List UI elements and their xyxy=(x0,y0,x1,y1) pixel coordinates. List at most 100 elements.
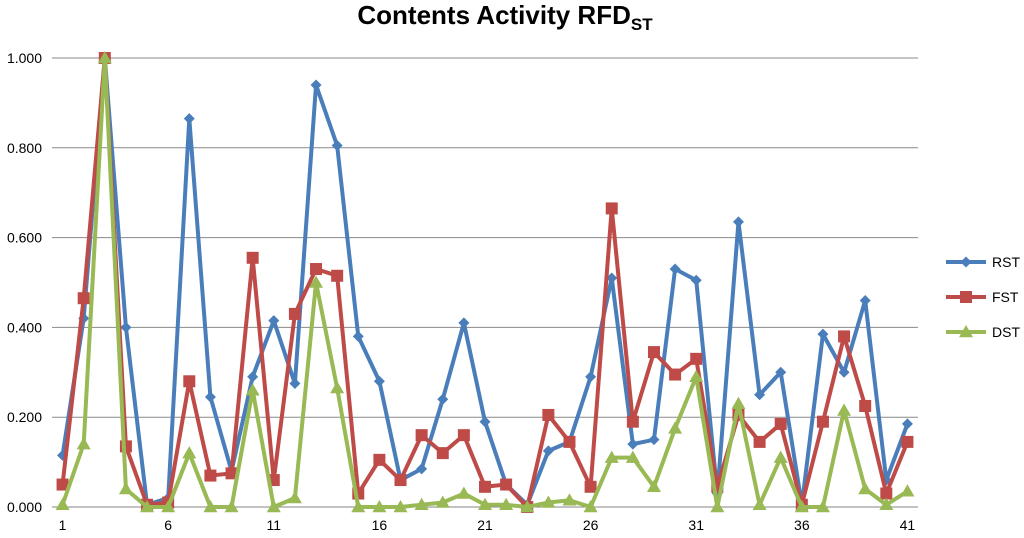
y-tick-label: 1.000 xyxy=(7,50,42,66)
data-point-fst xyxy=(753,435,766,448)
legend-item-fst: FST xyxy=(946,289,1019,305)
y-tick-label: 0.600 xyxy=(7,230,42,246)
data-point-dst xyxy=(541,495,556,508)
data-point-rst xyxy=(183,113,195,125)
data-point-rst xyxy=(247,371,259,383)
x-tick-label: 21 xyxy=(477,517,493,533)
x-tick-label: 36 xyxy=(794,517,810,533)
data-point-dst xyxy=(456,486,471,499)
x-tick-label: 11 xyxy=(267,517,282,533)
data-point-rst xyxy=(310,79,322,91)
data-point-dst xyxy=(224,500,239,513)
data-point-fst xyxy=(669,368,682,381)
legend-item-dst: DST xyxy=(946,324,1020,340)
chart-title-subscript: ST xyxy=(631,15,653,34)
data-point-dst xyxy=(668,421,683,434)
data-point-dst xyxy=(604,450,619,463)
data-point-rst xyxy=(817,328,829,340)
data-point-rst xyxy=(204,391,216,403)
data-point-fst xyxy=(859,399,872,412)
data-point-fst xyxy=(415,429,428,442)
chart-title: Contents Activity RFDST xyxy=(357,0,653,34)
data-point-rst xyxy=(585,371,597,383)
legend-label: FST xyxy=(992,289,1019,305)
chart-title-main: Contents Activity RFD xyxy=(357,0,631,30)
data-point-dst xyxy=(414,497,429,511)
legend-marker xyxy=(960,256,972,268)
data-point-rst xyxy=(437,393,449,405)
data-point-fst xyxy=(563,435,576,448)
data-point-rst xyxy=(268,315,280,327)
data-point-dst xyxy=(815,500,830,513)
data-point-fst xyxy=(816,415,829,428)
x-tick-label: 6 xyxy=(164,517,172,533)
data-point-dst xyxy=(245,383,260,396)
data-point-dst xyxy=(118,482,133,495)
data-point-fst xyxy=(331,269,344,282)
data-point-rst xyxy=(732,216,744,228)
data-point-dst xyxy=(731,396,746,409)
data-point-dst xyxy=(76,437,91,450)
data-point-rst xyxy=(859,294,871,306)
data-point-dst xyxy=(435,495,450,508)
x-tick-label: 31 xyxy=(688,517,704,533)
x-axis-ticks: 1 6 11 16 21 26 31 36 41 xyxy=(59,517,916,533)
data-point-fst xyxy=(584,480,597,493)
legend-item-rst: RST xyxy=(946,254,1020,270)
data-point-fst xyxy=(310,263,323,276)
data-point-dst xyxy=(351,500,366,513)
series-group xyxy=(55,51,915,513)
data-point-fst xyxy=(838,330,851,343)
legend-marker xyxy=(959,325,973,338)
data-point-fst xyxy=(901,435,914,448)
series-line-rst xyxy=(60,56,910,507)
data-point-rst xyxy=(352,330,364,342)
data-point-fst xyxy=(690,352,703,365)
data-point-dst xyxy=(266,500,281,513)
y-tick-label: 0.400 xyxy=(7,319,42,335)
data-point-dst xyxy=(689,369,704,383)
data-point-dst xyxy=(55,497,70,511)
y-tick-label: 0.800 xyxy=(7,140,42,156)
data-point-dst xyxy=(858,482,873,495)
data-point-rst xyxy=(542,445,554,457)
data-point-fst xyxy=(626,415,639,428)
data-point-fst xyxy=(77,292,90,305)
data-point-dst xyxy=(710,500,725,513)
data-point-rst xyxy=(627,438,639,450)
data-point-fst xyxy=(373,453,386,466)
data-point-dst xyxy=(583,500,598,513)
data-point-fst xyxy=(436,447,449,460)
data-point-dst xyxy=(478,497,492,511)
data-point-dst xyxy=(879,497,894,511)
legend-label: RST xyxy=(992,254,1020,270)
data-point-fst xyxy=(605,202,618,215)
series-dst xyxy=(55,51,915,513)
data-point-fst xyxy=(880,487,893,500)
data-point-rst xyxy=(120,321,132,333)
data-point-rst xyxy=(479,416,491,428)
series-fst xyxy=(56,52,914,513)
y-axis-ticks: 0.000 0.200 0.400 0.600 0.800 1.000 xyxy=(7,50,42,515)
data-point-dst xyxy=(97,51,112,64)
y-tick-label: 0.200 xyxy=(7,409,42,425)
data-point-dst xyxy=(499,497,514,511)
data-point-fst xyxy=(457,429,470,442)
data-point-rst xyxy=(754,389,766,401)
data-point-rst xyxy=(838,366,850,378)
data-point-fst xyxy=(542,408,555,421)
data-point-fst xyxy=(647,346,660,359)
data-point-fst xyxy=(500,478,513,491)
data-point-dst xyxy=(773,450,788,463)
data-point-fst xyxy=(479,480,491,493)
data-point-dst xyxy=(625,450,640,463)
data-point-dst xyxy=(393,500,408,513)
data-point-rst xyxy=(648,434,660,446)
data-point-dst xyxy=(182,446,197,459)
legend-label: DST xyxy=(992,324,1020,340)
x-tick-label: 26 xyxy=(583,517,599,533)
legend-marker xyxy=(960,291,972,303)
data-point-rst xyxy=(901,418,913,430)
legend: RST FST DST xyxy=(946,254,1020,340)
data-point-fst xyxy=(246,251,259,264)
